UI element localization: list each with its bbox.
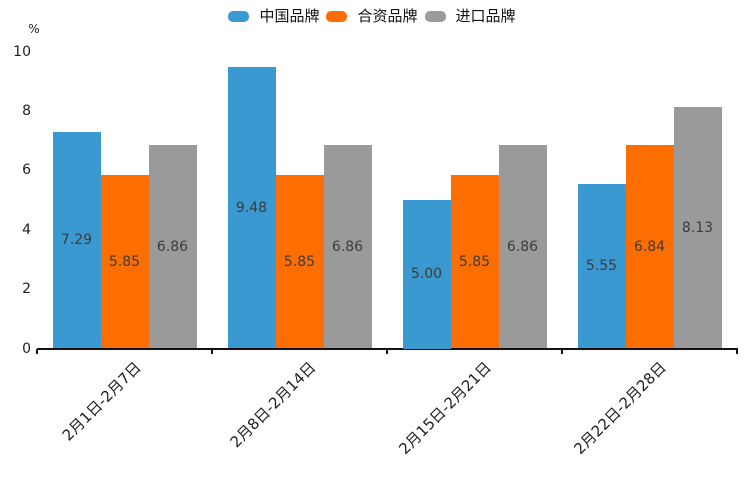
bar-group2-series2: 6.86 [498,144,547,349]
y-axis-tick-label-0: 0 [22,340,31,357]
bar-value-label: 6.86 [156,238,189,255]
y-axis-tick-label-8: 8 [22,102,31,119]
y-axis-tick-label-10: 10 [13,43,31,60]
bar-group1-series2: 6.86 [323,144,372,349]
bar-value-label: 6.86 [331,238,364,255]
legend-item-import-brand: 进口品牌 [424,7,516,25]
legend-item-china-brand: 中国品牌 [228,7,319,25]
bar-group0-series1: 5.85 [100,174,149,349]
legend-swatch-china-brand [228,10,250,22]
bar-group1-series1: 5.85 [275,174,324,349]
y-axis-tick-label-2: 2 [22,281,31,298]
bar-value-label: 5.85 [108,253,141,270]
bar-value-label: 6.84 [633,238,666,255]
y-axis-tick-label-6: 6 [22,162,31,179]
bar-value-label: 8.13 [681,219,714,236]
legend-item-joint-venture-brand: 合资品牌 [326,7,418,25]
bar-group0-series0: 7.29 [52,131,101,349]
x-axis-tick-1 [211,349,213,354]
legend-label-joint-venture-brand: 合资品牌 [357,7,418,25]
bar-value-label: 7.29 [60,232,93,249]
x-axis-category-label-2: 2月15日-2月21日 [395,358,495,458]
x-axis-tick-2 [386,349,388,354]
bar-value-label: 5.85 [458,253,491,270]
bar-group2-series0: 5.00 [402,200,451,349]
legend-label-china-brand: 中国品牌 [259,7,320,25]
x-axis-tick-4 [736,349,738,354]
bar-group3-series0: 5.55 [577,183,626,349]
x-axis-category-label-1: 2月8日-2月14日 [226,358,320,452]
bar-value-label: 5.55 [585,258,618,275]
legend-swatch-joint-venture-brand [326,10,348,22]
bar-group3-series2: 8.13 [673,107,722,349]
x-axis-tick-0 [36,349,38,354]
bar-value-label: 5.00 [410,266,443,283]
bar-group2-series1: 5.85 [450,174,499,349]
bar-group0-series2: 6.86 [148,144,197,349]
legend-swatch-import-brand [424,10,446,22]
x-axis-tick-3 [561,349,563,354]
bar-group3-series1: 6.84 [625,145,674,349]
y-axis-unit-label: % [28,22,40,36]
legend-label-import-brand: 进口品牌 [455,7,516,25]
legend: 中国品牌 合资品牌 进口品牌 [0,7,744,25]
x-axis-category-label-3: 2月22日-2月28日 [570,358,670,458]
bar-value-label: 9.48 [235,199,268,216]
bar-value-label: 6.86 [506,238,539,255]
bar-group1-series0: 9.48 [227,66,276,349]
x-axis-category-label-0: 2月1日-2月7日 [58,358,145,445]
bar-value-label: 5.85 [283,253,316,270]
y-axis-tick-label-4: 4 [22,221,31,238]
